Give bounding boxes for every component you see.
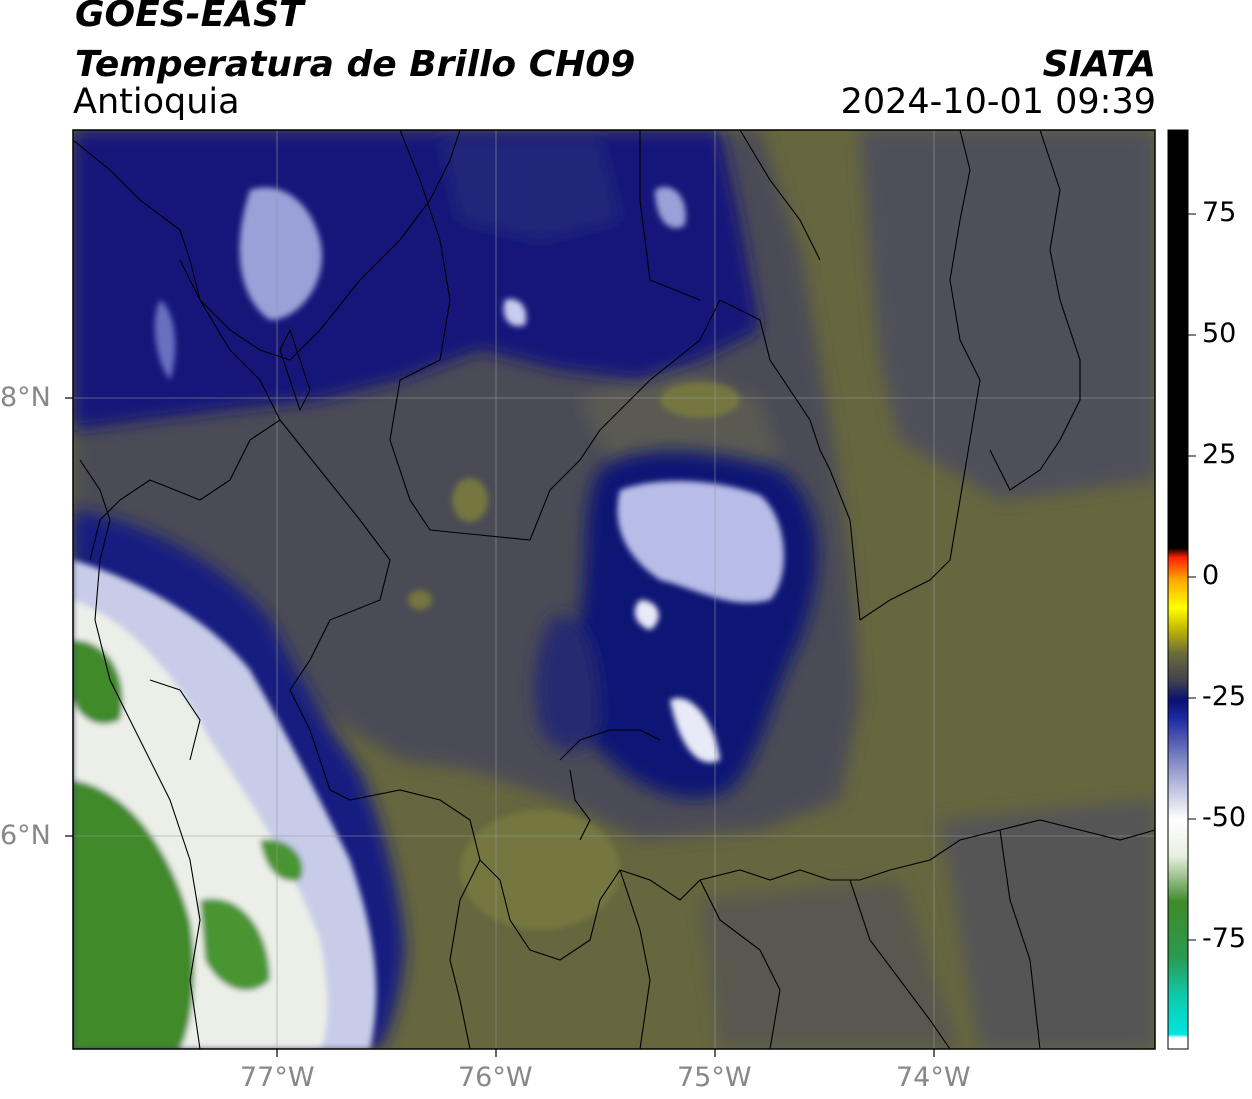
lon-tick-label: 77°W	[240, 1062, 315, 1093]
product-title: Temperatura de Brillo CH09	[75, 44, 636, 85]
axis-ticks	[65, 397, 935, 1057]
lon-tick-label: 74°W	[896, 1062, 971, 1093]
colorbar-tick-label: -50	[1202, 802, 1247, 833]
colorbar	[1167, 129, 1196, 1050]
lat-tick-label: 8°N	[0, 382, 51, 413]
lon-tick-label: 75°W	[677, 1062, 752, 1093]
lat-tick-label: 6°N	[0, 820, 51, 851]
colorbar-tick-label: -25	[1202, 681, 1247, 712]
administrative-borders	[73, 130, 1155, 1049]
colorbar-tick-label: 0	[1202, 560, 1220, 591]
organization-label: SIATA	[1042, 44, 1156, 85]
timestamp-label: 2024-10-01 09:39	[840, 82, 1156, 122]
colorbar-tick-label: 50	[1202, 318, 1237, 349]
satellite-title: GOES-EAST	[75, 0, 304, 35]
colorbar-tick-label: -75	[1202, 923, 1247, 954]
lon-tick-label: 76°W	[458, 1062, 533, 1093]
colorbar-tick-label: 25	[1202, 439, 1237, 470]
colorbar-tick-label: 75	[1202, 197, 1237, 228]
map-frame	[72, 129, 1156, 1050]
region-label: Antioquia	[73, 82, 240, 122]
brightness-temperature-field	[73, 130, 1155, 1049]
